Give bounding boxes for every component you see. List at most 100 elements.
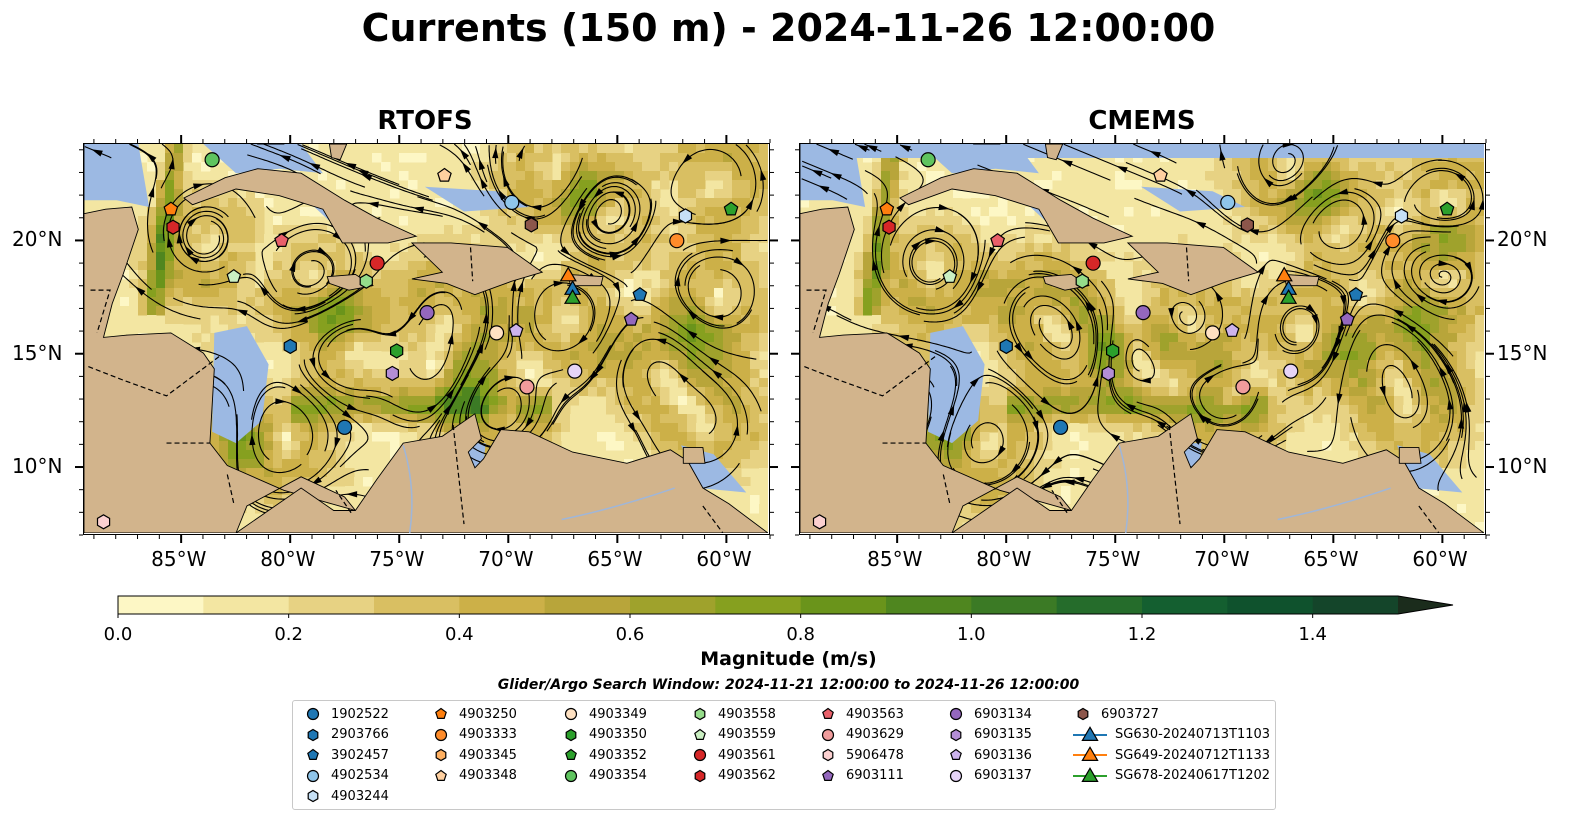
colorbar-segment	[374, 596, 460, 614]
marker-4903333[interactable]	[1385, 233, 1401, 249]
marker-6903727[interactable]	[524, 217, 538, 233]
y-tick-label: 10°N	[1497, 454, 1548, 479]
legend-label: 4903345	[459, 747, 517, 763]
rtofs-map-canvas	[84, 144, 769, 534]
legend-item-4903345: 4903345	[431, 746, 517, 764]
y-tick-label: 15°N	[12, 340, 63, 365]
marker-6903137[interactable]	[567, 363, 583, 379]
colorbar-segment	[1312, 596, 1399, 614]
legend-label: SG678-20240617T1202	[1115, 768, 1271, 783]
legend-label: 5906478	[846, 747, 904, 763]
x-tick-label: 70°W	[1194, 547, 1250, 571]
colorbar-tick-label: 1.0	[957, 624, 986, 645]
marker-4903352[interactable]	[723, 201, 739, 216]
map-panel-rtofs[interactable]	[83, 143, 770, 535]
legend-label: 6903727	[1101, 706, 1159, 722]
marker-3902457[interactable]	[632, 286, 648, 301]
legend-item-6903135: 6903135	[946, 726, 1032, 744]
marker-1902522[interactable]	[336, 419, 353, 435]
legend-label: SG649-20240712T1133	[1115, 747, 1271, 763]
legend-label: 4903352	[589, 747, 647, 763]
marker-4903348[interactable]	[1153, 167, 1168, 182]
marker-6903135[interactable]	[385, 365, 399, 382]
legend-label: 2903766	[331, 727, 389, 742]
marker-4903244[interactable]	[678, 208, 693, 224]
marker-4903250[interactable]	[879, 201, 895, 216]
marker-4903333[interactable]	[669, 233, 685, 249]
marker-4903562[interactable]	[882, 219, 896, 235]
legend-label: 1902522	[331, 706, 389, 722]
legend-label: 4903562	[718, 768, 776, 783]
marker-4902534[interactable]	[504, 194, 520, 211]
marker-SG678-20240617T1202[interactable]	[563, 288, 582, 304]
y-tick-label: 10°N	[12, 454, 63, 479]
legend-item-SG649-20240712T1133: SG649-20240712T1133	[1073, 746, 1270, 764]
panel-title-rtofs: RTOFS	[377, 106, 473, 136]
legend-label: 4903250	[459, 706, 517, 722]
marker-4903559[interactable]	[226, 268, 242, 283]
x-tick-label: 65°W	[587, 547, 643, 571]
marker-4902534[interactable]	[1220, 194, 1236, 211]
marker-SG649-20240712T1133[interactable]	[559, 266, 577, 282]
marker-6903111[interactable]	[623, 311, 639, 326]
map-panel-cmems[interactable]	[799, 143, 1486, 535]
marker-4903561[interactable]	[1085, 255, 1101, 271]
legend-label: 6903134	[974, 706, 1032, 722]
marker-4903352[interactable]	[1439, 201, 1455, 216]
marker-4903349[interactable]	[1204, 325, 1221, 341]
marker-4903349[interactable]	[488, 325, 505, 341]
marker-6903136[interactable]	[508, 322, 524, 337]
marker-2903766[interactable]	[283, 338, 297, 355]
marker-4903629[interactable]	[1235, 379, 1251, 395]
x-tick-label: 85°W	[151, 547, 207, 571]
marker-3902457[interactable]	[1348, 286, 1364, 301]
legend-item-4903558: 4903558	[690, 705, 776, 723]
marker-4903350[interactable]	[1106, 343, 1120, 359]
legend-label: 4903348	[459, 768, 517, 783]
marker-4903561[interactable]	[369, 255, 385, 271]
legend-item-SG678-20240617T1202: SG678-20240617T1202	[1073, 766, 1271, 785]
marker-4903558[interactable]	[359, 273, 373, 289]
marker-6903135[interactable]	[1101, 365, 1115, 382]
marker-6903137[interactable]	[1283, 363, 1299, 379]
marker-5906478[interactable]	[812, 514, 827, 530]
legend-item-4903250: 4903250	[431, 705, 517, 723]
marker-SG678-20240617T1202[interactable]	[1279, 288, 1298, 304]
legend-item-5906478: 5906478	[818, 746, 904, 764]
legend-label: 4903563	[846, 706, 904, 722]
marker-4903354[interactable]	[920, 152, 936, 168]
marker-4903558[interactable]	[1075, 273, 1089, 289]
legend-item-4903244: 4903244	[303, 787, 389, 805]
marker-4903563[interactable]	[990, 232, 1006, 248]
legend-item-1902522: 1902522	[303, 705, 389, 723]
marker-6903134[interactable]	[419, 305, 435, 321]
marker-1902522[interactable]	[1052, 419, 1069, 435]
marker-5906478[interactable]	[96, 514, 111, 530]
marker-4903563[interactable]	[274, 232, 290, 248]
colorbar-segment	[1142, 596, 1228, 614]
figure-title: Currents (150 m) - 2024-11-26 12:00:00	[361, 6, 1216, 50]
legend-marker-icon	[1077, 707, 1089, 721]
marker-6903136[interactable]	[1224, 322, 1240, 337]
legend-marker-icon	[821, 728, 835, 741]
legend-item-4903561: 4903561	[690, 746, 776, 764]
marker-4903354[interactable]	[204, 152, 220, 168]
marker-SG649-20240712T1133[interactable]	[1275, 266, 1293, 282]
marker-6903134[interactable]	[1135, 305, 1151, 321]
marker-4903250[interactable]	[163, 201, 179, 216]
marker-2903766[interactable]	[999, 338, 1013, 355]
marker-6903727[interactable]	[1240, 217, 1254, 233]
legend-marker-icon	[1073, 766, 1107, 782]
legend-marker-icon	[564, 769, 578, 782]
colorbar-segment	[118, 596, 204, 614]
marker-6903111[interactable]	[1339, 311, 1355, 326]
marker-4903562[interactable]	[166, 219, 180, 235]
legend-label: SG630-20240713T1103	[1115, 727, 1271, 742]
marker-4903559[interactable]	[942, 268, 958, 283]
colorbar-segment	[715, 596, 802, 614]
marker-4903629[interactable]	[519, 379, 535, 395]
x-tick-label: 75°W	[369, 547, 425, 571]
marker-4903350[interactable]	[390, 343, 404, 359]
marker-4903244[interactable]	[1394, 208, 1409, 224]
marker-4903348[interactable]	[437, 167, 452, 182]
